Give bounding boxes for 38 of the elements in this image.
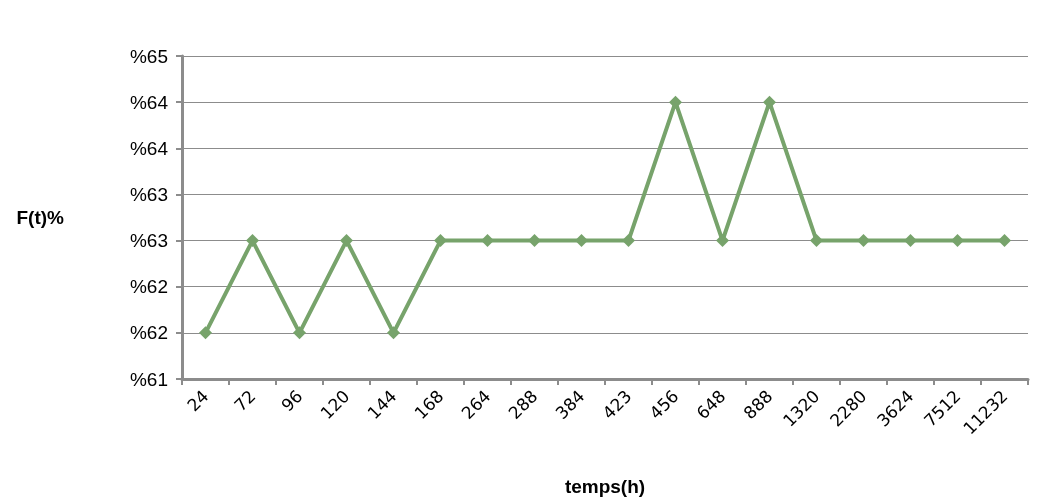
- point: [622, 234, 635, 248]
- x-tick-label: 264: [457, 385, 495, 423]
- point: [387, 326, 400, 340]
- x-axis-title: temps(h): [564, 476, 646, 497]
- point: [340, 234, 353, 248]
- x-tick-label: 24: [183, 385, 213, 416]
- y-tick-label: %65: [129, 45, 168, 67]
- x-tick-label: 72: [230, 385, 260, 416]
- x-tick-label: 423: [598, 385, 636, 423]
- x-tick-label: 120: [316, 385, 354, 423]
- y-tick-label: %63: [129, 230, 168, 252]
- point: [951, 234, 964, 248]
- y-tick-label: %64: [129, 137, 169, 159]
- y-tick-label: %62: [129, 276, 168, 298]
- point: [199, 326, 212, 340]
- x-tick-label: 384: [551, 385, 589, 423]
- point: [763, 95, 776, 109]
- point: [669, 95, 682, 109]
- point: [998, 234, 1011, 248]
- y-tick-label: %64: [129, 91, 169, 113]
- point: [481, 234, 494, 248]
- x-tick-label: 456: [645, 385, 683, 423]
- point: [904, 234, 917, 248]
- y-tick-label: %62: [129, 322, 168, 344]
- x-tick-label: 648: [692, 385, 730, 423]
- x-tick-label: 144: [363, 385, 401, 423]
- point: [575, 234, 588, 248]
- point: [857, 234, 870, 248]
- point: [716, 234, 729, 248]
- point: [246, 234, 259, 248]
- point: [434, 234, 447, 248]
- y-axis-title: F(t)%: [16, 207, 65, 228]
- y-tick-label: %61: [129, 368, 168, 390]
- point: [528, 234, 541, 248]
- point: [293, 326, 306, 340]
- point: [810, 234, 823, 248]
- y-tick-label: %63: [129, 183, 168, 205]
- x-tick-label: 96: [277, 385, 307, 416]
